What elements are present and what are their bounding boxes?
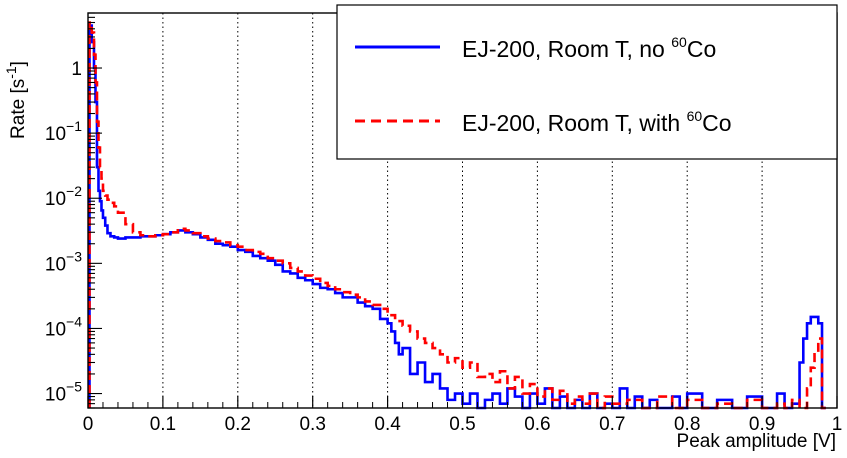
y-tick-label: 10−3	[45, 248, 82, 275]
x-tick-label: 1	[832, 414, 843, 435]
legend: EJ-200, Room T, no 60Co EJ-200, Room T, …	[336, 4, 838, 160]
y-tick-label: 10−4	[45, 313, 82, 340]
grid	[162, 13, 763, 408]
x-tick-label: 0.1	[150, 414, 176, 435]
x-tick-label: 0.5	[449, 414, 475, 435]
legend-label-no-co60: EJ-200, Room T, no 60Co	[462, 34, 716, 62]
y-tick-label: 1	[71, 59, 82, 80]
x-tick-label: 0.7	[599, 414, 625, 435]
y-tick-label: 10−1	[45, 118, 82, 145]
x-axis-title: Peak amplitude [V]	[677, 431, 836, 452]
y-tick-label: 10−2	[45, 183, 82, 210]
series-with-co60	[88, 21, 826, 410]
y-axis-title: Rate [s-1]	[3, 61, 29, 139]
x-tick-label: 0.6	[524, 414, 550, 435]
x-tick-label: 0.3	[299, 414, 325, 435]
y-tick-label: 10−5	[45, 379, 82, 406]
x-tick-label: 0.9	[749, 414, 775, 435]
x-tick-label: 0.8	[674, 414, 700, 435]
legend-label-with-co60: EJ-200, Room T, with 60Co	[462, 108, 732, 136]
x-tick-label: 0	[83, 414, 94, 435]
legend-box	[336, 4, 838, 160]
axes: 0 0.1 0.2 0.3 0.4 0.5 0.6 0.7 0.8 0.9 1 1 10−1 10−2 10…	[45, 12, 843, 435]
x-tick-label: 0.4	[374, 414, 401, 435]
x-tick-label: 0.2	[225, 414, 251, 435]
